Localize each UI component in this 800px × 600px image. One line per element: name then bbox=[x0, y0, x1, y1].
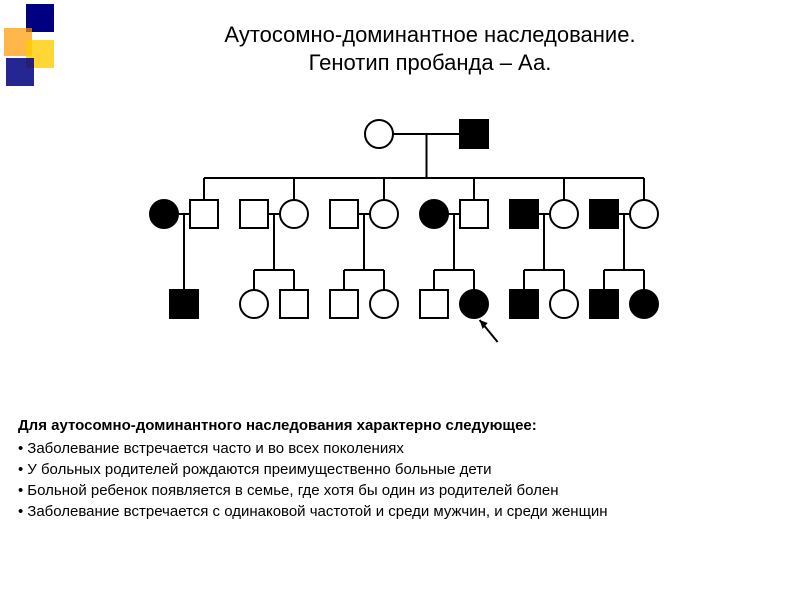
bullet-list: Заболевание встречается часто и во всех … bbox=[18, 438, 782, 522]
bullet-item: Заболевание встречается с одинаковой час… bbox=[18, 501, 782, 522]
bullet-item: Заболевание встречается часто и во всех … bbox=[18, 438, 782, 459]
title-line-2: Генотип пробанда – Аа. bbox=[100, 50, 760, 76]
pedigree-diagram bbox=[130, 100, 690, 385]
slide-title: Аутосомно-доминантное наследование. Гено… bbox=[100, 22, 760, 76]
lead-text: Для аутосомно-доминантного наследования … bbox=[18, 415, 782, 436]
bullet-item: Больной ребенок появляется в семье, где … bbox=[18, 480, 782, 501]
pedigree-svg bbox=[130, 100, 690, 380]
bullet-item: У больных родителей рождаются преимущест… bbox=[18, 459, 782, 480]
body-text: Для аутосомно-доминантного наследования … bbox=[18, 415, 782, 522]
title-line-1: Аутосомно-доминантное наследование. bbox=[100, 22, 760, 48]
deco-square bbox=[6, 58, 34, 86]
